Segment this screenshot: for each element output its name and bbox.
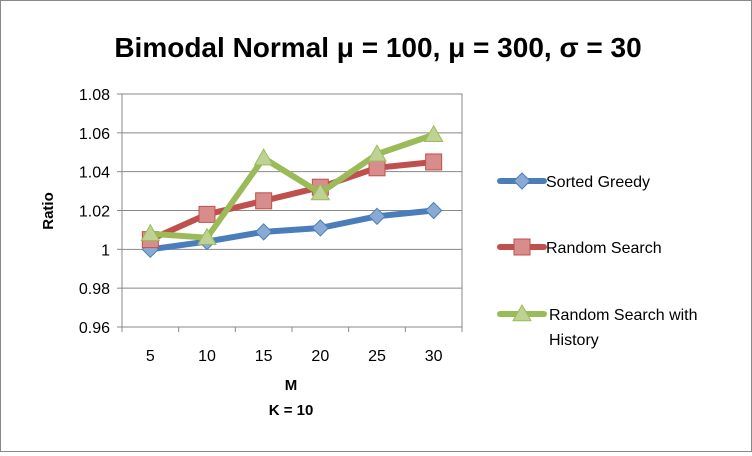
data-point [140, 223, 161, 242]
y-tick-label: 1.04 [79, 165, 110, 182]
legend-label: Random Search [546, 240, 662, 257]
legend-marker [513, 238, 531, 256]
data-point [425, 153, 443, 171]
y-tick-label: 1.06 [79, 126, 110, 143]
legend-marker [513, 172, 531, 190]
data-point [198, 205, 216, 223]
legend-label: History [549, 332, 599, 349]
data-point [254, 223, 273, 241]
data-point [310, 183, 331, 201]
x-tick-label: 20 [311, 348, 329, 365]
legend-marker [512, 303, 532, 322]
chart-title: Bimodal Normal μ = 100, μ = 300, σ = 30 [114, 32, 641, 63]
gridlines [117, 93, 463, 332]
legend-label: Sorted Greedy [546, 174, 650, 191]
x-tick-label: 15 [255, 348, 273, 365]
data-point [255, 192, 273, 210]
data-point [253, 148, 274, 166]
legend-item: Random Search with History [497, 303, 698, 349]
x-axis-sublabel: K = 10 [269, 402, 314, 419]
series-line [147, 131, 437, 241]
series-line [147, 158, 437, 243]
data-point [423, 124, 444, 143]
legend-label: Random Search with [549, 307, 698, 324]
data-point [197, 227, 217, 245]
legend-item: Random Search [497, 238, 662, 257]
x-tick-labels: 5 10 15 20 25 30 [146, 348, 443, 365]
plot-area [121, 93, 463, 328]
y-tick-label: 1 [101, 242, 110, 259]
y-tick-label: 1.02 [79, 204, 110, 221]
data-point [368, 159, 386, 177]
y-tick-label: 0.96 [79, 320, 110, 337]
data-point [368, 207, 386, 226]
x-axis-label: M [285, 377, 298, 394]
y-tick-label: 1.08 [79, 87, 110, 104]
data-point [367, 144, 387, 162]
legend: Sorted Greedy Random Search Random Search … [497, 172, 698, 349]
data-point [311, 219, 330, 237]
x-tick-label: 5 [146, 348, 155, 365]
series-2 [140, 124, 444, 245]
series-line [147, 207, 437, 253]
x-tick-label: 25 [368, 348, 386, 365]
data-point [424, 201, 443, 220]
x-tick-label: 30 [425, 348, 443, 365]
y-axis-label: Ratio [40, 192, 57, 230]
legend-item: Sorted Greedy [497, 172, 650, 191]
y-tick-labels: 0.96 0.98 1 1.02 1.04 1.06 1.08 [79, 87, 110, 337]
x-tick-label: 10 [198, 348, 216, 365]
series-group [140, 124, 444, 259]
y-tick-label: 0.98 [79, 281, 110, 298]
